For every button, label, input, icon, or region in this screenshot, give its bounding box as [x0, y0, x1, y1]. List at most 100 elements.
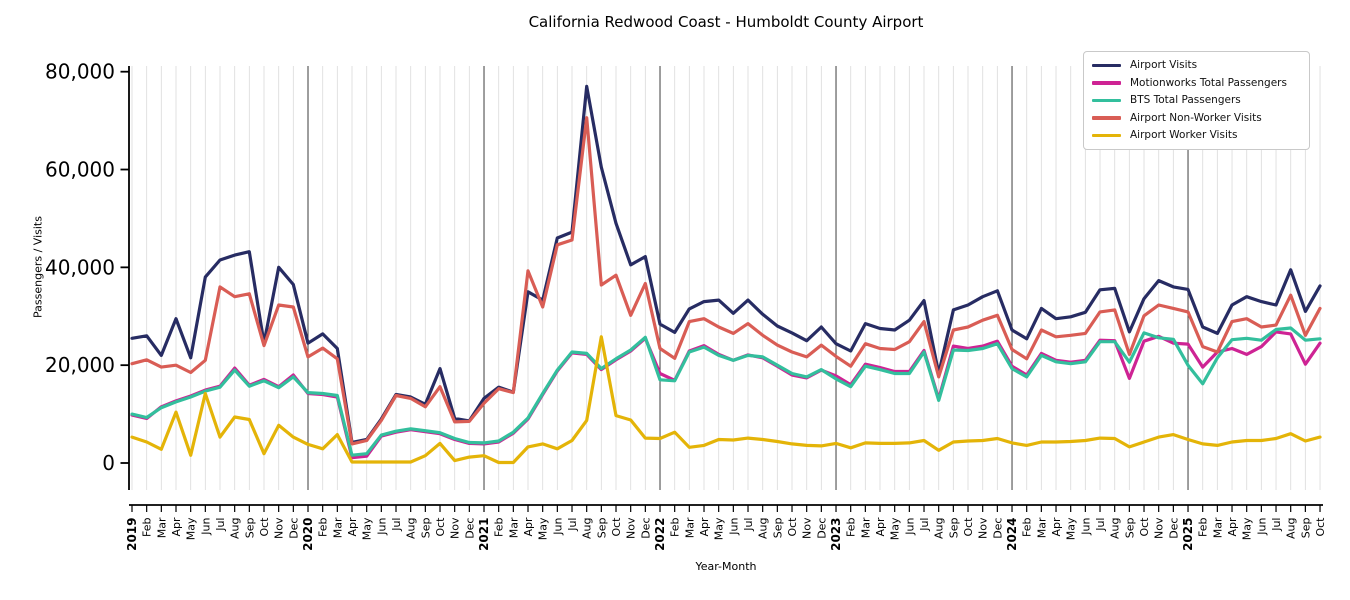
- x-tick-label: Jul: [566, 518, 579, 532]
- legend-label: Airport Worker Visits: [1130, 129, 1238, 141]
- x-tick-label: Jun: [199, 517, 212, 535]
- x-tick-label: Aug: [581, 518, 594, 539]
- series-line-airport-non-worker-visits: [130, 116, 1322, 446]
- series-line-airport-worker-visits: [130, 335, 1322, 465]
- x-tick-label: Sep: [947, 517, 960, 538]
- legend-swatch: [1092, 98, 1121, 103]
- y-tick-label: 20,000: [45, 353, 115, 377]
- x-tick-label: Jul: [1094, 518, 1107, 532]
- y-tick-label: 80,000: [45, 60, 115, 84]
- x-tick-label: May: [537, 517, 550, 540]
- legend-swatch: [1092, 133, 1121, 138]
- x-tick-label: Jul: [390, 518, 403, 532]
- y-tick-label: 60,000: [45, 158, 115, 182]
- x-tick-label: Sep: [1299, 517, 1312, 538]
- legend-item-bts-total-passengers: BTS Total Passengers: [1092, 94, 1301, 107]
- x-tick-label: Apr: [522, 517, 535, 537]
- x-tick-label: Jun: [375, 517, 388, 535]
- x-tick-label: Sep: [243, 517, 256, 538]
- x-tick-label: Aug: [229, 518, 242, 539]
- x-tick-label: 2019: [125, 518, 139, 551]
- x-tick-label: Mar: [155, 517, 168, 538]
- x-tick-label: Oct: [1314, 517, 1327, 537]
- x-tick-label: Feb: [317, 517, 330, 536]
- x-tick-label: Dec: [287, 518, 300, 539]
- legend-label: Airport Non-Worker Visits: [1130, 111, 1262, 124]
- x-tick-label: Dec: [463, 518, 476, 539]
- chart-title: California Redwood Coast - Humboldt Coun…: [528, 13, 924, 31]
- series-line-airport-visits: [130, 84, 1322, 445]
- y-tick-label: 40,000: [45, 255, 115, 279]
- x-tick-label: Jul: [742, 518, 755, 532]
- x-tick-label: Mar: [683, 517, 696, 538]
- x-tick-label: Nov: [273, 517, 286, 539]
- legend-swatch: [1092, 116, 1121, 120]
- x-tick-label: 2025: [1181, 518, 1195, 551]
- legend-item-airport-visits: Airport Visits: [1092, 59, 1301, 72]
- x-tick-label: Dec: [1167, 518, 1180, 539]
- x-tick-label: Mar: [859, 517, 872, 538]
- x-tick-label: Feb: [1197, 517, 1210, 536]
- legend-label: Motionworks Total Passengers: [1130, 76, 1287, 89]
- x-tick-label: 2023: [829, 518, 843, 551]
- x-tick-label: Apr: [170, 517, 183, 537]
- x-tick-label: Oct: [610, 517, 623, 537]
- x-tick-label: Jun: [727, 517, 740, 535]
- x-tick-label: Apr: [346, 517, 359, 537]
- x-tick-label: Oct: [434, 517, 447, 537]
- x-tick-label: 2020: [301, 518, 315, 551]
- x-tick-label: Jul: [214, 518, 227, 532]
- x-tick-label: Jul: [918, 518, 931, 532]
- x-tick-label: Sep: [1123, 517, 1136, 538]
- x-tick-label: Aug: [933, 518, 946, 539]
- x-tick-label: Jun: [1255, 517, 1268, 535]
- x-tick-label: May: [1241, 517, 1254, 540]
- x-tick-label: May: [889, 517, 902, 540]
- x-tick-label: Feb: [669, 517, 682, 536]
- legend-label: BTS Total Passengers: [1130, 94, 1241, 106]
- x-tick-label: Sep: [595, 517, 608, 538]
- x-tick-label: Apr: [1226, 517, 1239, 537]
- x-tick-label: Oct: [1138, 517, 1151, 537]
- legend-swatch: [1092, 63, 1121, 68]
- legend-label: Airport Visits: [1130, 59, 1198, 71]
- x-tick-label: Feb: [845, 517, 858, 536]
- x-tick-label: Dec: [991, 518, 1004, 539]
- x-tick-label: Apr: [874, 517, 887, 537]
- x-tick-label: 2021: [477, 518, 491, 551]
- x-tick-label: Sep: [419, 517, 432, 538]
- x-tick-label: Apr: [1050, 517, 1063, 537]
- x-tick-label: Jun: [551, 517, 564, 535]
- x-tick-label: 2022: [653, 518, 667, 551]
- x-tick-label: Nov: [977, 517, 990, 539]
- x-tick-label: Oct: [786, 517, 799, 537]
- x-tick-label: Dec: [815, 518, 828, 539]
- x-tick-label: Mar: [331, 517, 344, 538]
- x-tick-label: Mar: [507, 517, 520, 538]
- x-tick-label: May: [713, 517, 726, 540]
- x-tick-label: Nov: [801, 517, 814, 539]
- x-tick-label: Feb: [1021, 517, 1034, 536]
- legend-swatch: [1092, 81, 1121, 85]
- y-tick-label: 0: [102, 451, 115, 475]
- legend-item-airport-non-worker-visits: Airport Non-Worker Visits: [1092, 112, 1301, 125]
- x-tick-label: Mar: [1211, 517, 1224, 538]
- x-tick-label: Aug: [1285, 518, 1298, 539]
- x-tick-label: Oct: [258, 517, 271, 537]
- x-tick-label: Oct: [962, 517, 975, 537]
- x-tick-label: Sep: [771, 517, 784, 538]
- x-tick-label: May: [1065, 517, 1078, 540]
- x-axis-title: Year-Month: [695, 560, 757, 573]
- x-tick-label: Nov: [1153, 517, 1166, 539]
- x-tick-label: May: [185, 517, 198, 540]
- x-tick-label: Jun: [1079, 517, 1092, 535]
- x-tick-label: Nov: [449, 517, 462, 539]
- x-tick-label: Aug: [1109, 518, 1122, 539]
- legend-item-airport-worker-visits: Airport Worker Visits: [1092, 129, 1301, 142]
- x-tick-label: Feb: [141, 517, 154, 536]
- x-tick-label: Mar: [1035, 517, 1048, 538]
- series-line-bts-total-passengers: [130, 326, 1322, 457]
- x-tick-label: Feb: [493, 517, 506, 536]
- x-tick-label: Aug: [405, 518, 418, 539]
